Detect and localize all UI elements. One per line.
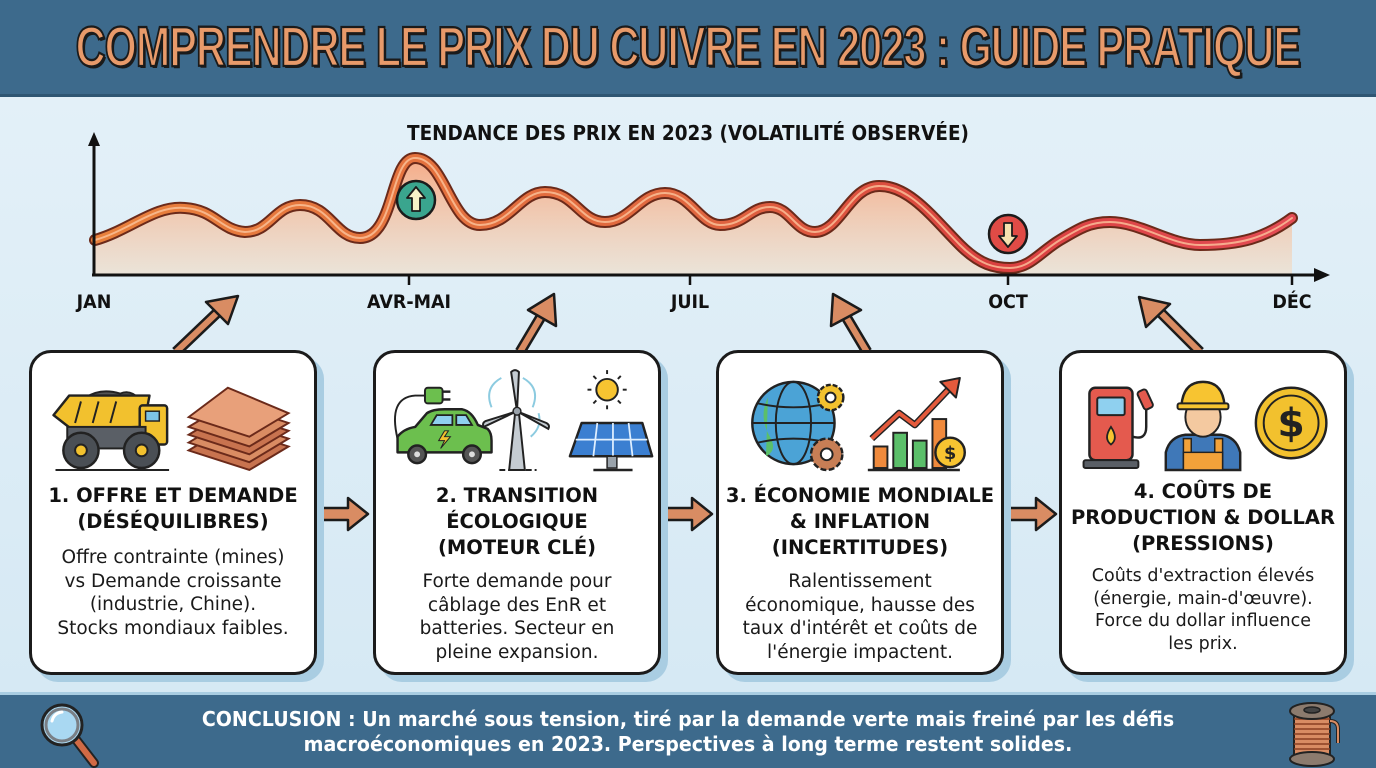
card-body: Offre contrainte (mines) vs Demande croi… — [38, 546, 308, 640]
card-body-line: les prix. — [1168, 633, 1238, 654]
card-body-line: câblage des EnR et — [427, 594, 607, 616]
card-3-icons: $ — [751, 376, 966, 472]
card-title-line: (INCERTITUDES) — [771, 536, 949, 559]
down-arrow-icon — [987, 213, 1029, 255]
card-title-line: ÉCOLOGIQUE — [446, 510, 588, 533]
card-body-line: l'énergie impactent. — [766, 641, 954, 663]
x-tick-label-jan: JAN — [76, 291, 112, 313]
card-body: Coûts d'extraction élevés (énergie, main… — [1068, 565, 1338, 655]
card-body-line: Coûts d'extraction élevés — [1091, 566, 1315, 586]
card-production-costs: $ 4. COÛTS DE PRODUCTION & DOLLAR (PRESS… — [1059, 350, 1347, 675]
card-title: 4. COÛTS DE PRODUCTION & DOLLAR (PRESSIO… — [1068, 479, 1338, 557]
card-1-icons — [52, 386, 291, 472]
card-title-line: 3. ÉCONOMIE MONDIALE — [725, 484, 995, 507]
card-title: 2. TRANSITION ÉCOLOGIQUE (MOTEUR CLÉ) — [382, 483, 652, 561]
svg-text:$: $ — [944, 444, 956, 464]
card-body: Forte demande pour câblage des EnR et ba… — [382, 570, 652, 664]
conclusion-text: CONCLUSION : Un marché sous tension, tir… — [177, 707, 1199, 757]
magnifying-glass-icon — [40, 703, 99, 768]
card-title: 1. OFFRE ET DEMANDE (DÉSÉQUILIBRES) — [38, 483, 308, 535]
electric-car-icon — [393, 386, 493, 465]
price-line-highlight — [94, 156, 1293, 270]
card-title-line: 2. TRANSITION — [435, 484, 599, 507]
card-body: Ralentissement économique, hausse des ta… — [725, 570, 995, 664]
card-2-icons — [393, 369, 654, 472]
copper-wire-spool-icon — [1289, 702, 1340, 767]
flow-arrow-3-4 — [1004, 496, 1058, 532]
card-body-line: vs Demande croissante — [64, 570, 282, 592]
y-axis — [88, 132, 100, 276]
card-body-line: Offre contrainte (mines) — [61, 547, 285, 568]
fuel-pump-icon — [1082, 386, 1154, 469]
dollar-coin-icon: $ — [1254, 386, 1328, 460]
card-global-economy: $ 3. ÉCONOMIE MONDIALE & INFLATION (INCE… — [716, 350, 1004, 675]
wind-turbine-icon — [482, 369, 550, 471]
card-flow-arrows — [316, 496, 1058, 532]
card-body-line: pleine expansion. — [435, 641, 599, 663]
card-title: 3. ÉCONOMIE MONDIALE & INFLATION (INCERT… — [725, 483, 995, 561]
solar-panel-icon — [568, 370, 654, 472]
x-tick-label-avr-mai: AVR-MAI — [366, 291, 452, 313]
copper-sheets-icon — [186, 386, 291, 472]
card-body-line: Stocks mondiaux faibles. — [57, 617, 289, 639]
mining-truck-icon — [52, 390, 170, 471]
card-supply-demand: 1. OFFRE ET DEMANDE (DÉSÉQUILIBRES) Offr… — [29, 350, 317, 675]
header-banner: COMPRENDRE LE PRIX DU CUIVRE EN 2023 : G… — [0, 0, 1376, 97]
connector-arrow-3 — [829, 292, 872, 355]
card-title-line: (DÉSÉQUILIBRES) — [77, 510, 269, 533]
up-arrow-icon — [395, 179, 437, 221]
x-tick-label-juil: JUIL — [670, 291, 710, 313]
connector-arrow-2 — [515, 292, 558, 355]
card-body-line: Force du dollar influence — [1094, 611, 1311, 631]
card-body-line: taux d'intérêt et coûts de — [742, 618, 978, 639]
x-axis — [92, 268, 1330, 285]
card-body-line: (industrie, Chine). — [89, 594, 257, 615]
conclusion-footer: CONCLUSION : Un marché sous tension, tir… — [0, 692, 1376, 768]
worker-icon — [1164, 380, 1242, 472]
flow-arrow-2-3 — [660, 496, 714, 532]
card-4-icons: $ — [1082, 380, 1328, 472]
growth-chart-dollar-icon: $ — [867, 376, 966, 472]
card-title-line: 4. COÛTS DE — [1133, 480, 1273, 503]
connector-arrow-1 — [172, 294, 240, 356]
chart-title: TENDANCE DES PRIX EN 2023 (VOLATILITÉ OB… — [407, 121, 969, 145]
card-body-line: Forte demande pour — [422, 571, 612, 592]
connector-arrow-4 — [1137, 295, 1204, 356]
card-body-line: économique, hausse des — [745, 594, 975, 616]
globe-gears-icon — [751, 380, 845, 472]
flow-arrow-1-2 — [316, 496, 370, 532]
card-title-line: 1. OFFRE ET DEMANDE — [48, 484, 298, 507]
x-tick-label-dec: DÉC — [1272, 291, 1312, 313]
price-trend-chart — [88, 132, 1330, 356]
card-body-line: batteries. Secteur en — [419, 618, 615, 639]
x-tick-label-oct: OCT — [988, 291, 1028, 313]
card-body-line: Ralentissement — [788, 571, 932, 592]
card-title-line: (PRESSIONS) — [1132, 532, 1274, 555]
conclusion-line: CONCLUSION : Un marché sous tension, tir… — [201, 707, 1175, 731]
svg-text:$: $ — [1278, 402, 1305, 447]
card-ecological-transition: 2. TRANSITION ÉCOLOGIQUE (MOTEUR CLÉ) Fo… — [373, 350, 661, 675]
conclusion-line: macroéconomiques en 2023. Perspectives à… — [303, 732, 1073, 756]
card-title-line: & INFLATION — [789, 510, 931, 533]
card-body-line: (énergie, main-d'œuvre). — [1093, 588, 1313, 609]
card-title-line: PRODUCTION & DOLLAR — [1071, 506, 1335, 529]
card-title-line: (MOTEUR CLÉ) — [437, 536, 597, 559]
page-title: COMPRENDRE LE PRIX DU CUIVRE EN 2023 : G… — [75, 15, 1302, 80]
